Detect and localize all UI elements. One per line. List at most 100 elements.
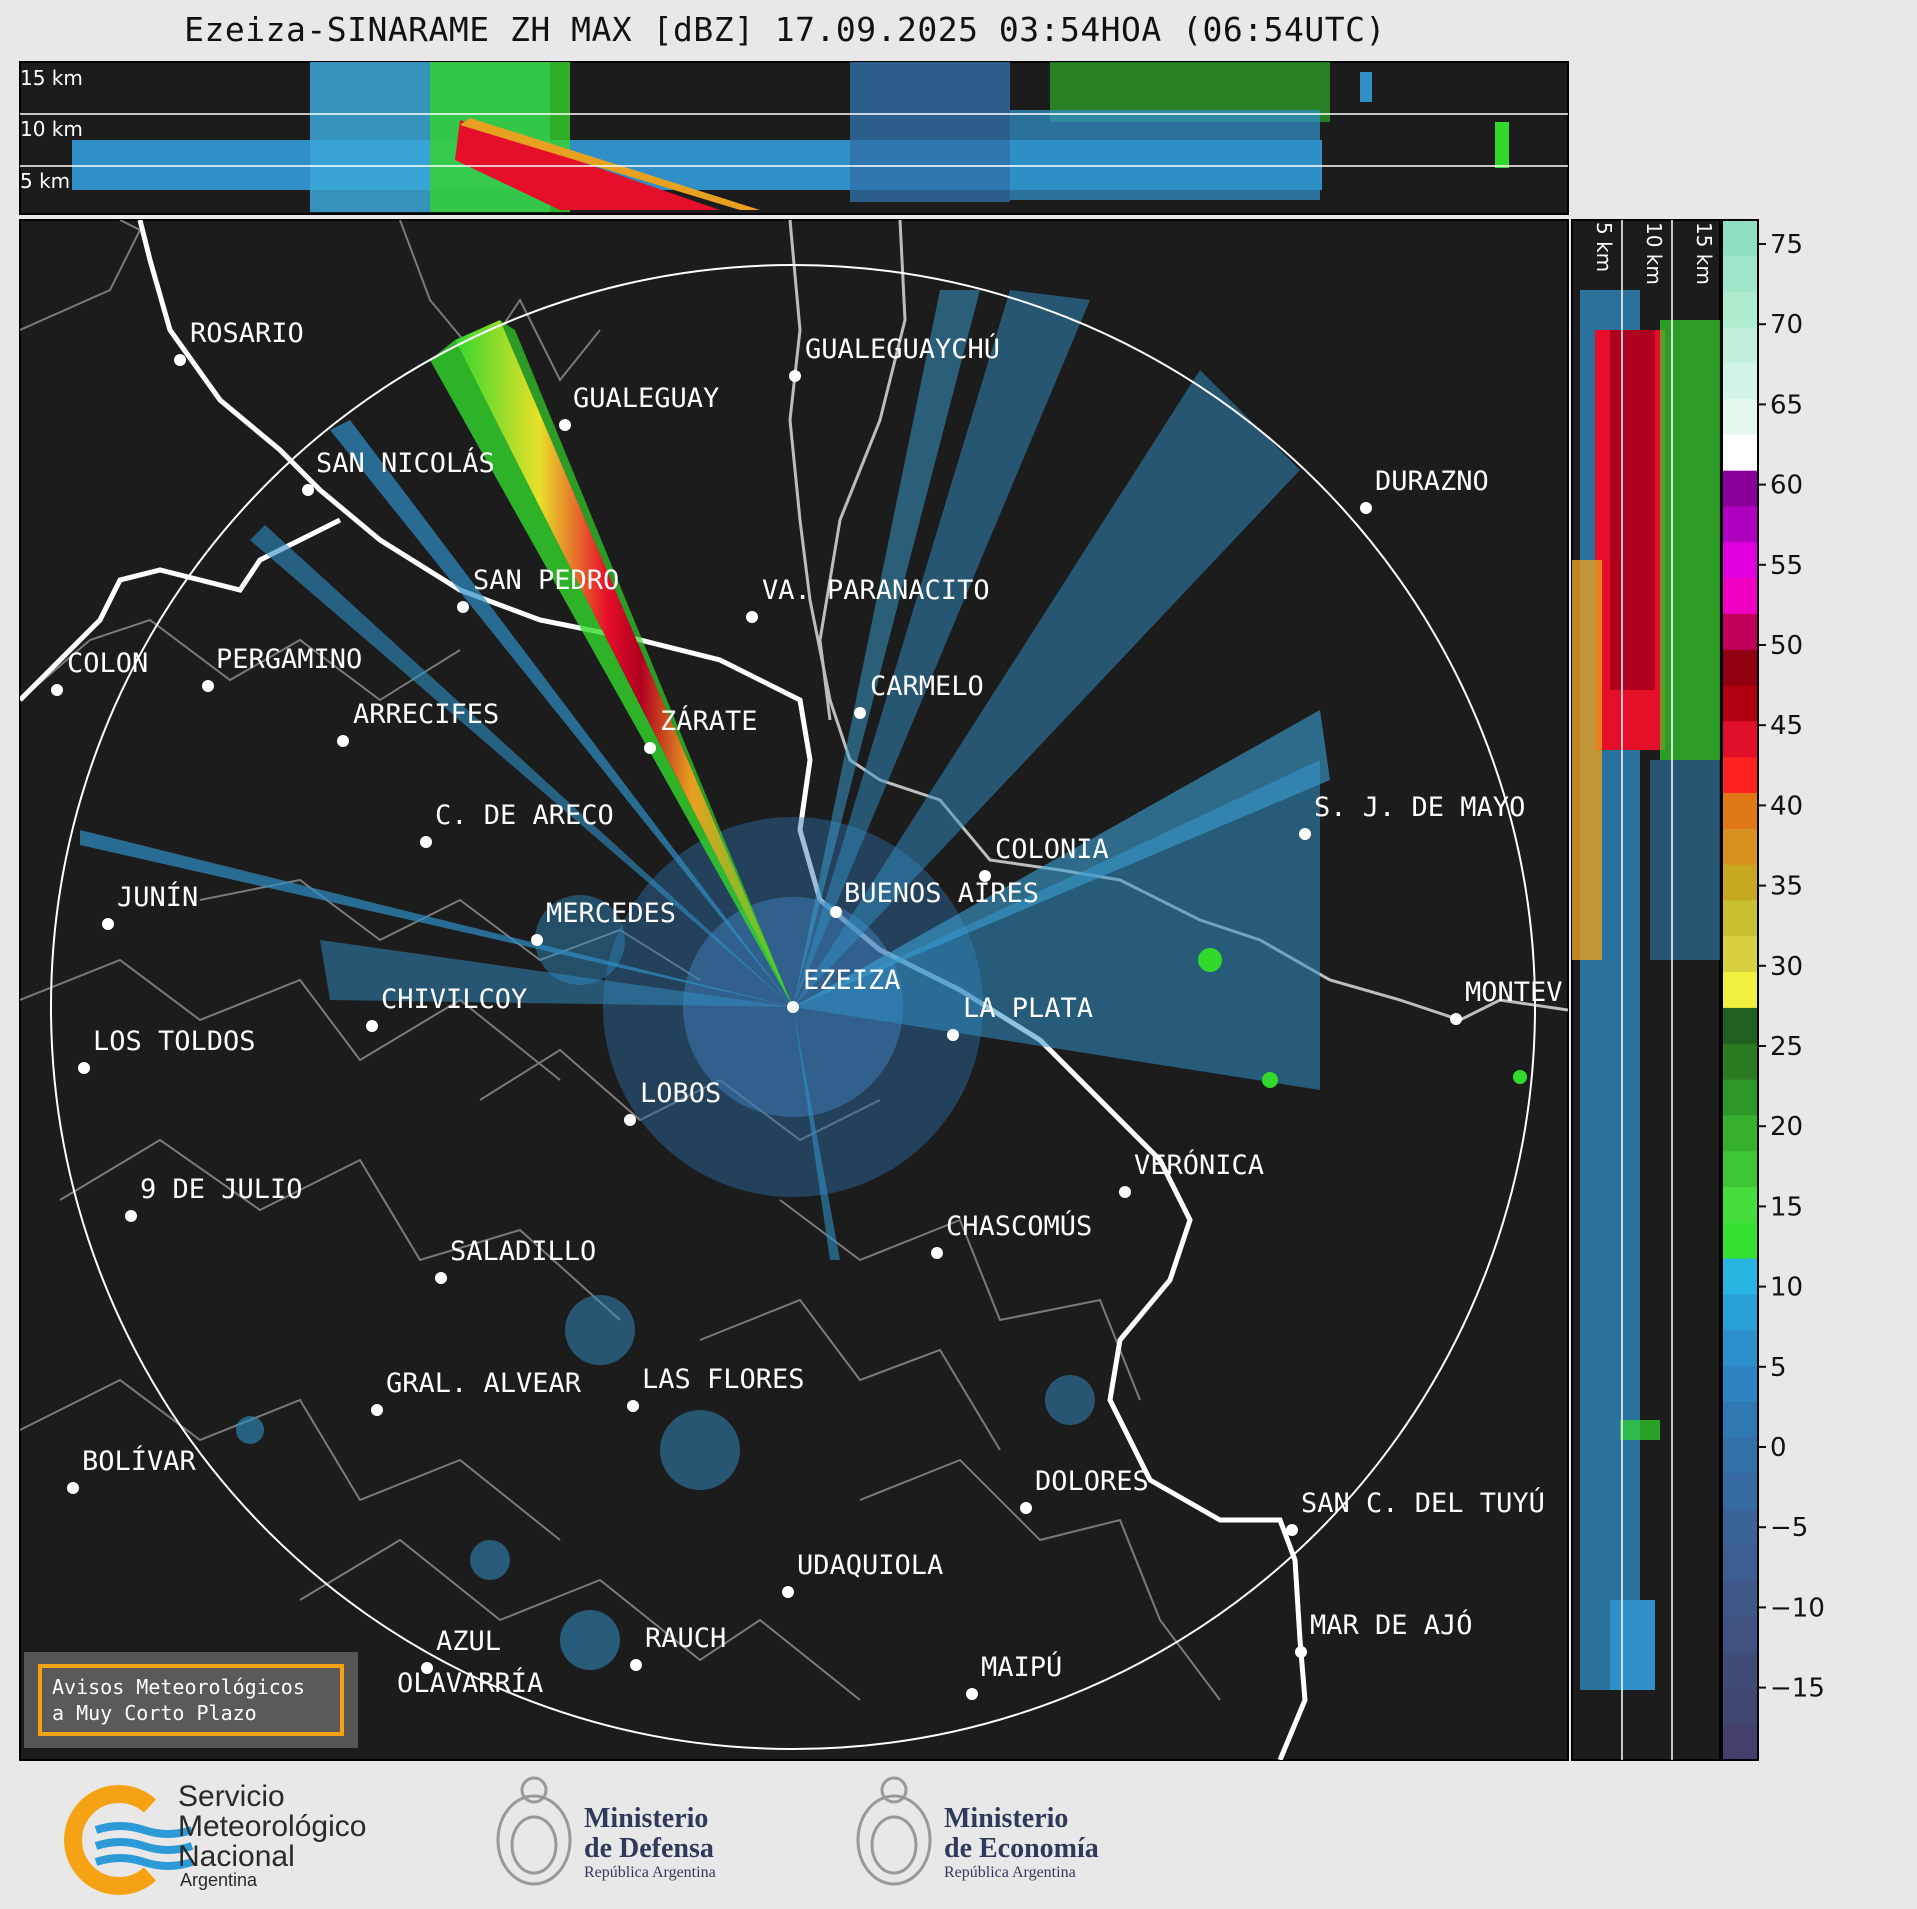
city-c-de-areco: C. DE ARECO bbox=[420, 800, 614, 848]
city-marker bbox=[787, 1001, 799, 1013]
city-marker bbox=[67, 1482, 79, 1494]
colorbar-segment bbox=[1722, 1222, 1758, 1260]
city-marker bbox=[366, 1020, 378, 1032]
colorbar-segment bbox=[1722, 1043, 1758, 1081]
city-label: MERCEDES bbox=[546, 898, 676, 929]
city-mar-de-ajó: MAR DE AJÓ bbox=[1295, 1609, 1473, 1658]
city-marker bbox=[51, 684, 63, 696]
city-marker bbox=[1286, 1524, 1298, 1536]
city-label: SAN NICOLÁS bbox=[316, 447, 495, 479]
city-marker bbox=[1450, 1013, 1462, 1025]
city-marker bbox=[630, 1659, 642, 1671]
city-carmelo: CARMELO bbox=[854, 671, 984, 719]
colorbar-segment bbox=[1722, 1079, 1758, 1117]
colorbar-tick-label: 60 bbox=[1770, 471, 1803, 501]
side-label-5km: 5 km bbox=[1592, 222, 1616, 272]
colorbar-segment bbox=[1722, 1294, 1758, 1332]
colorbar-segment bbox=[1722, 721, 1758, 759]
alert-link-box[interactable]: Avisos Meteorológicos a Muy Corto Plazo bbox=[38, 1664, 344, 1736]
smn-line-1: Servicio bbox=[178, 1780, 285, 1813]
colorbar-segment bbox=[1722, 649, 1758, 687]
city-marker bbox=[746, 611, 758, 623]
city-san-nicolás: SAN NICOLÁS bbox=[302, 447, 495, 496]
city-chascomús: CHASCOMÚS bbox=[931, 1210, 1092, 1259]
city-chivilcoy: CHIVILCOY bbox=[366, 984, 527, 1032]
colorbar-segment bbox=[1722, 757, 1758, 795]
colorbar-tick-label: 10 bbox=[1770, 1273, 1803, 1303]
city-label: ARRECIFES bbox=[353, 699, 499, 730]
city-marker bbox=[624, 1114, 636, 1126]
side-height-panel: 5 km 10 km 15 km bbox=[1571, 219, 1721, 1761]
city-label: SAN PEDRO bbox=[473, 565, 619, 596]
colorbar-segment bbox=[1722, 1437, 1758, 1475]
city-marker bbox=[457, 601, 469, 613]
city-label: COLONIA bbox=[995, 834, 1109, 865]
city-label: ZÁRATE bbox=[660, 705, 758, 737]
smn-line-3: Nacional bbox=[178, 1840, 295, 1873]
river-parana-delta bbox=[818, 220, 907, 721]
colorbar-segment bbox=[1722, 470, 1758, 508]
city-marker bbox=[782, 1586, 794, 1598]
colorbar-segment bbox=[1722, 1545, 1758, 1582]
city-marker bbox=[125, 1210, 137, 1222]
city-lobos: LOBOS bbox=[624, 1078, 721, 1126]
economia-text: Ministerio de Economía República Argenti… bbox=[944, 1804, 1099, 1882]
economia-line-2: de Economía bbox=[944, 1833, 1099, 1864]
city-label: RAUCH bbox=[645, 1623, 726, 1654]
city-label: EZEIZA bbox=[803, 965, 901, 996]
city-label: S. J. DE MAYO bbox=[1314, 792, 1525, 823]
city-label: ROSARIO bbox=[190, 318, 304, 349]
provincial-border bbox=[20, 517, 342, 702]
city-marker bbox=[420, 836, 432, 848]
colorbar-tick-label: 40 bbox=[1770, 791, 1803, 821]
colorbar-tick-label: 75 bbox=[1770, 230, 1803, 260]
top-label-15km: 15 km bbox=[20, 66, 83, 90]
colorbar-tick-label: 45 bbox=[1770, 711, 1803, 741]
colorbar-tick-label: 5 bbox=[1770, 1353, 1787, 1383]
colorbar-segment bbox=[1722, 900, 1758, 938]
city-marker bbox=[789, 370, 801, 382]
colorbar-segment bbox=[1722, 363, 1758, 401]
smn-logo-text: Servicio Meteorológico Nacional bbox=[178, 1782, 366, 1872]
city-label: VA. PARANACITO bbox=[762, 575, 990, 606]
city-junín: JUNÍN bbox=[102, 881, 198, 930]
colorbar-segment bbox=[1722, 1258, 1758, 1296]
colorbar-tick-label: 55 bbox=[1770, 551, 1803, 581]
colorbar-segment bbox=[1722, 864, 1758, 902]
city-marker bbox=[421, 1662, 433, 1674]
city-saladillo: SALADILLO bbox=[435, 1236, 596, 1284]
city-marker bbox=[102, 918, 114, 930]
colorbar-tick-label: −15 bbox=[1770, 1674, 1825, 1704]
city-marker bbox=[1119, 1186, 1131, 1198]
city-san-c-del-tuyú: SAN C. DEL TUYÚ bbox=[1286, 1487, 1545, 1536]
city-marker bbox=[202, 680, 214, 692]
city-rosario: ROSARIO bbox=[174, 318, 304, 366]
city-label: DOLORES bbox=[1035, 1466, 1149, 1497]
colorbar-segment bbox=[1722, 1616, 1758, 1654]
city-marker bbox=[1295, 1646, 1307, 1658]
city-label: CHIVILCOY bbox=[381, 984, 527, 1015]
colorbar-segment bbox=[1722, 1186, 1758, 1224]
city-label: SALADILLO bbox=[450, 1236, 596, 1267]
colorbar-segment bbox=[1722, 327, 1758, 365]
smn-line-2: Meteorológico bbox=[178, 1810, 367, 1843]
city-label: UDAQUIOLA bbox=[797, 1550, 943, 1581]
city-label: CHASCOMÚS bbox=[946, 1210, 1092, 1242]
city-label: LAS FLORES bbox=[642, 1364, 805, 1395]
colorbar-tick-label: 15 bbox=[1770, 1192, 1803, 1222]
city-label: LOBOS bbox=[640, 1078, 721, 1109]
colorbar-segment bbox=[1722, 291, 1758, 329]
city-label: LOS TOLDOS bbox=[93, 1026, 256, 1057]
city-udaquiola: UDAQUIOLA bbox=[782, 1550, 943, 1598]
city-label: BOLÍVAR bbox=[82, 1445, 197, 1477]
city-marker bbox=[78, 1062, 90, 1074]
city-arrecifes: ARRECIFES bbox=[337, 699, 499, 747]
economia-sub: República Argentina bbox=[944, 1864, 1076, 1881]
city-s-j-de-mayo: S. J. DE MAYO bbox=[1299, 792, 1525, 840]
city-label: COLON bbox=[67, 648, 148, 679]
city-la-plata: LA PLATA bbox=[947, 993, 1093, 1041]
city-pergamino: PERGAMINO bbox=[202, 644, 362, 692]
colorbar-segment bbox=[1722, 399, 1758, 436]
colorbar-segment bbox=[1722, 828, 1758, 866]
colorbar-segment bbox=[1722, 434, 1758, 472]
